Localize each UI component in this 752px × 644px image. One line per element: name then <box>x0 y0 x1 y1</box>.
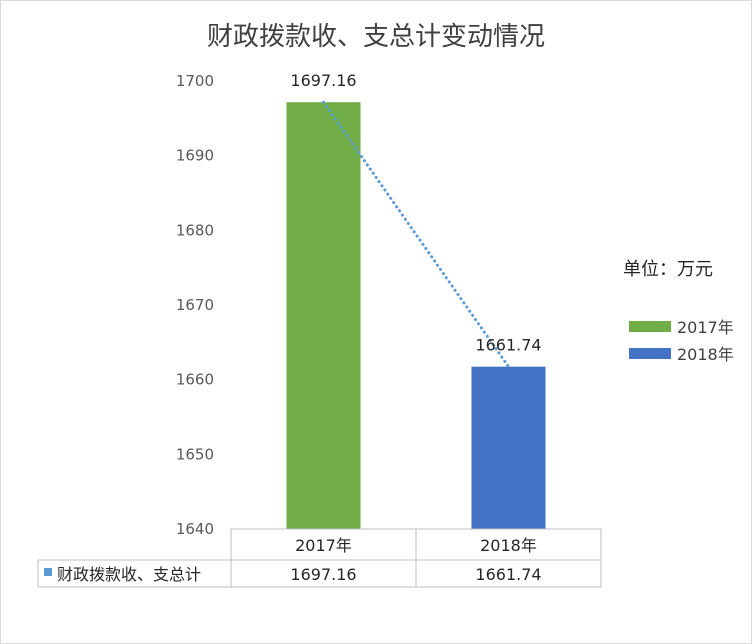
data-label-2: 1661.74 <box>475 336 541 355</box>
y-tick-label: 1670 <box>176 296 214 314</box>
data-label-1: 1697.16 <box>290 71 356 90</box>
bars-group <box>286 102 546 530</box>
legend-label-2: 2018年 <box>677 345 734 364</box>
table-value-cell: 1661.74 <box>475 565 541 584</box>
y-tick-label: 1650 <box>176 445 214 463</box>
unit-note: 单位：万元 <box>623 259 713 280</box>
trendline-group <box>322 100 510 369</box>
bar-2 <box>471 366 546 529</box>
table-row-marker <box>44 568 52 576</box>
legend-label-1: 2017年 <box>677 318 734 337</box>
y-tick-label: 1660 <box>176 371 214 389</box>
y-tick-label: 1640 <box>176 520 214 538</box>
bar-1 <box>286 102 361 530</box>
legend-swatch-2 <box>629 348 671 359</box>
legend-swatch-1 <box>629 321 671 332</box>
y-axis: 1640 1650 1660 1670 1680 1690 1700 <box>176 72 214 538</box>
chart-title: 财政拨款收、支总计变动情况 <box>207 22 545 52</box>
y-tick-label: 1680 <box>176 221 214 239</box>
data-labels-group: 1697.16 1661.74 <box>290 71 541 354</box>
table-header-cell: 2017年 <box>295 536 352 555</box>
trendline <box>322 100 510 369</box>
table-row-label: 财政拨款收、支总计 <box>57 565 201 584</box>
legend: 2017年 2018年 <box>629 318 734 364</box>
table-value-cell: 1697.16 <box>290 565 356 584</box>
table-header-cell: 2018年 <box>480 536 537 555</box>
data-table: 2017年 1697.16 2018年 1661.74 财政拨款收、支总计 <box>37 528 602 588</box>
y-tick-label: 1700 <box>176 72 214 90</box>
y-tick-label: 1690 <box>176 147 214 165</box>
